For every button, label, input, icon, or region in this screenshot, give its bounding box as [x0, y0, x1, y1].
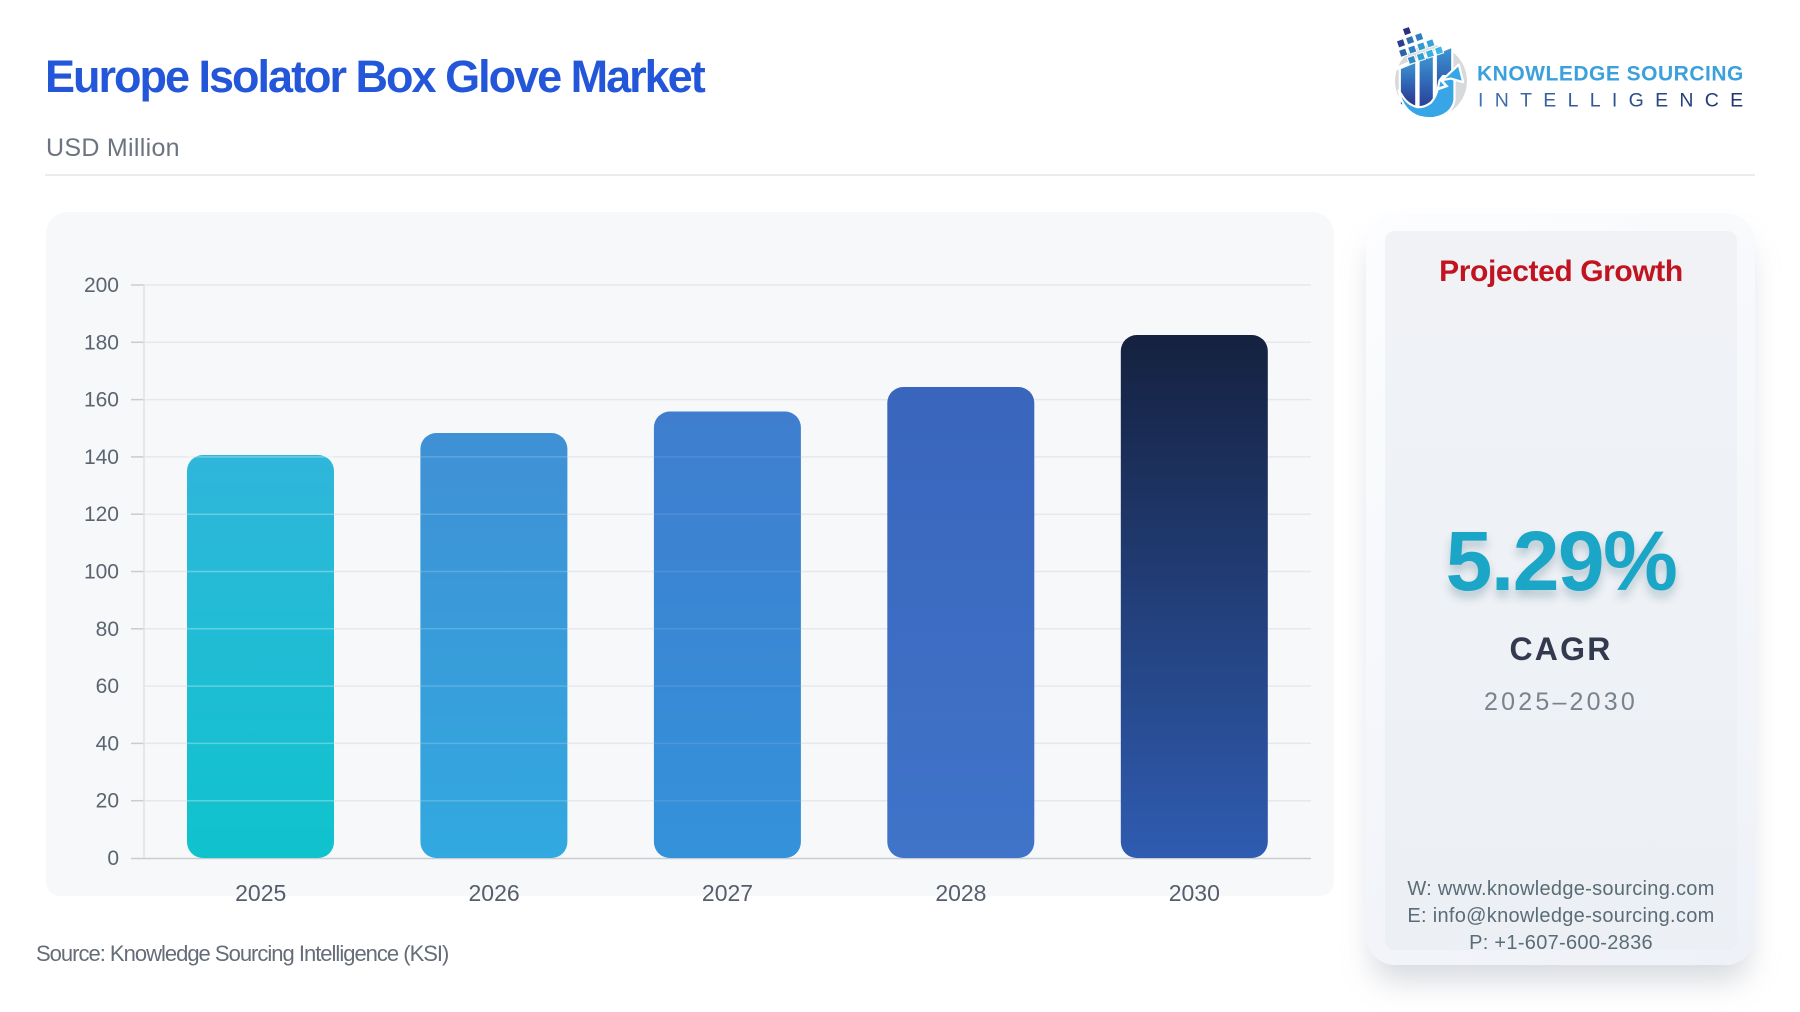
svg-text:INTELLIGENCE: INTELLIGENCE — [1478, 90, 1754, 112]
svg-text:2026: 2026 — [469, 880, 520, 906]
svg-text:180: 180 — [84, 331, 119, 354]
svg-text:KNOWLEDGE SOURCING: KNOWLEDGE SOURCING — [1477, 63, 1744, 86]
svg-text:2030: 2030 — [1169, 880, 1220, 906]
svg-text:20: 20 — [96, 790, 119, 813]
svg-text:2028: 2028 — [935, 880, 986, 906]
svg-text:40: 40 — [96, 732, 119, 755]
svg-text:140: 140 — [84, 446, 119, 469]
svg-text:0: 0 — [107, 847, 119, 870]
svg-text:100: 100 — [84, 561, 119, 584]
svg-text:2027: 2027 — [702, 880, 753, 906]
svg-text:2025: 2025 — [235, 880, 286, 906]
svg-text:160: 160 — [84, 389, 119, 412]
svg-text:120: 120 — [84, 503, 119, 526]
svg-text:60: 60 — [96, 675, 119, 698]
svg-text:80: 80 — [96, 618, 119, 641]
svg-text:200: 200 — [84, 274, 119, 297]
